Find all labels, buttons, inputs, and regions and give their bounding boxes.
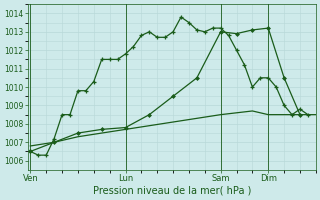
X-axis label: Pression niveau de la mer( hPa ): Pression niveau de la mer( hPa ) (92, 186, 251, 196)
